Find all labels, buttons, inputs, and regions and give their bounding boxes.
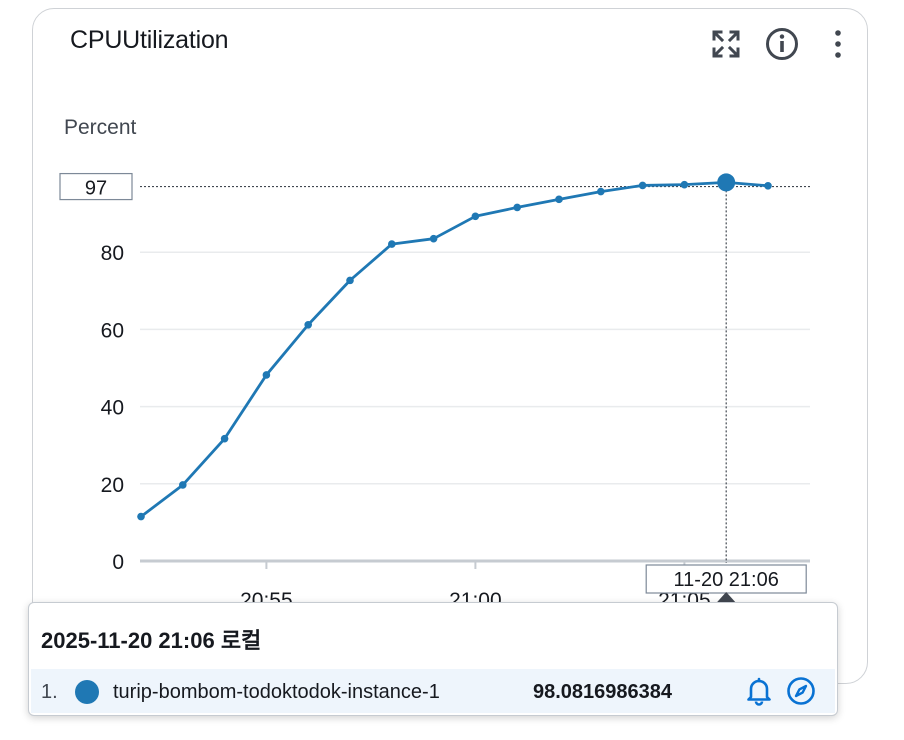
data-point[interactable] — [220, 434, 229, 443]
fullscreen-icon — [712, 30, 740, 58]
data-point[interactable] — [555, 195, 563, 204]
y-tick-label: 80 — [101, 242, 124, 265]
y-tick-label: 0 — [112, 551, 124, 574]
data-point[interactable] — [346, 276, 354, 285]
tooltip-series-value: 98.0816986384 — [533, 681, 673, 703]
data-point[interactable] — [513, 203, 521, 212]
series-line — [140, 181, 769, 518]
more-vertical-icon — [835, 30, 841, 58]
hovered-data-point[interactable] — [717, 173, 736, 192]
data-point[interactable] — [597, 187, 605, 196]
hover-x-label: 11-20 21:06 — [674, 569, 779, 591]
hover-y-label-box — [59, 172, 133, 201]
tooltip-series-name: turip-bombom-todoktodok-instance-1 — [113, 681, 440, 703]
y-axis-label: Percent — [64, 116, 137, 139]
tooltip-row-index: 1. — [41, 681, 58, 703]
fullscreen-button[interactable] — [708, 26, 744, 62]
info-button[interactable] — [764, 26, 800, 62]
data-point[interactable] — [764, 182, 772, 190]
compass-icon — [787, 677, 815, 705]
y-tick-label: 40 — [101, 397, 124, 420]
explore-button[interactable] — [783, 673, 819, 709]
hover-y-label: 97 — [85, 178, 107, 200]
data-point[interactable] — [680, 180, 689, 189]
widget-title: CPUUtilization — [70, 26, 229, 54]
tooltip-series-row: 1. turip-bombom-todoktodok-instance-1 98… — [31, 669, 835, 713]
data-point[interactable] — [137, 512, 145, 521]
y-tick-label: 60 — [101, 319, 124, 342]
hover-x-label-caret — [717, 592, 736, 602]
data-point[interactable] — [638, 181, 647, 190]
more-options-button[interactable] — [820, 26, 856, 62]
data-point[interactable] — [179, 481, 187, 489]
data-point[interactable] — [262, 371, 271, 379]
y-tick-label: 20 — [101, 474, 124, 497]
data-point[interactable] — [471, 212, 480, 221]
chart-tooltip: 2025-11-20 21:06 로컬 1. turip-bombom-todo… — [28, 602, 838, 716]
data-point[interactable] — [429, 234, 438, 243]
tooltip-title: 2025-11-20 21:06 로컬 — [41, 628, 262, 653]
data-point[interactable] — [304, 320, 313, 329]
info-icon — [766, 28, 798, 60]
series-color-dot — [75, 680, 99, 704]
create-alarm-button[interactable] — [741, 673, 777, 709]
data-point[interactable] — [388, 240, 396, 248]
bell-icon — [747, 677, 771, 706]
